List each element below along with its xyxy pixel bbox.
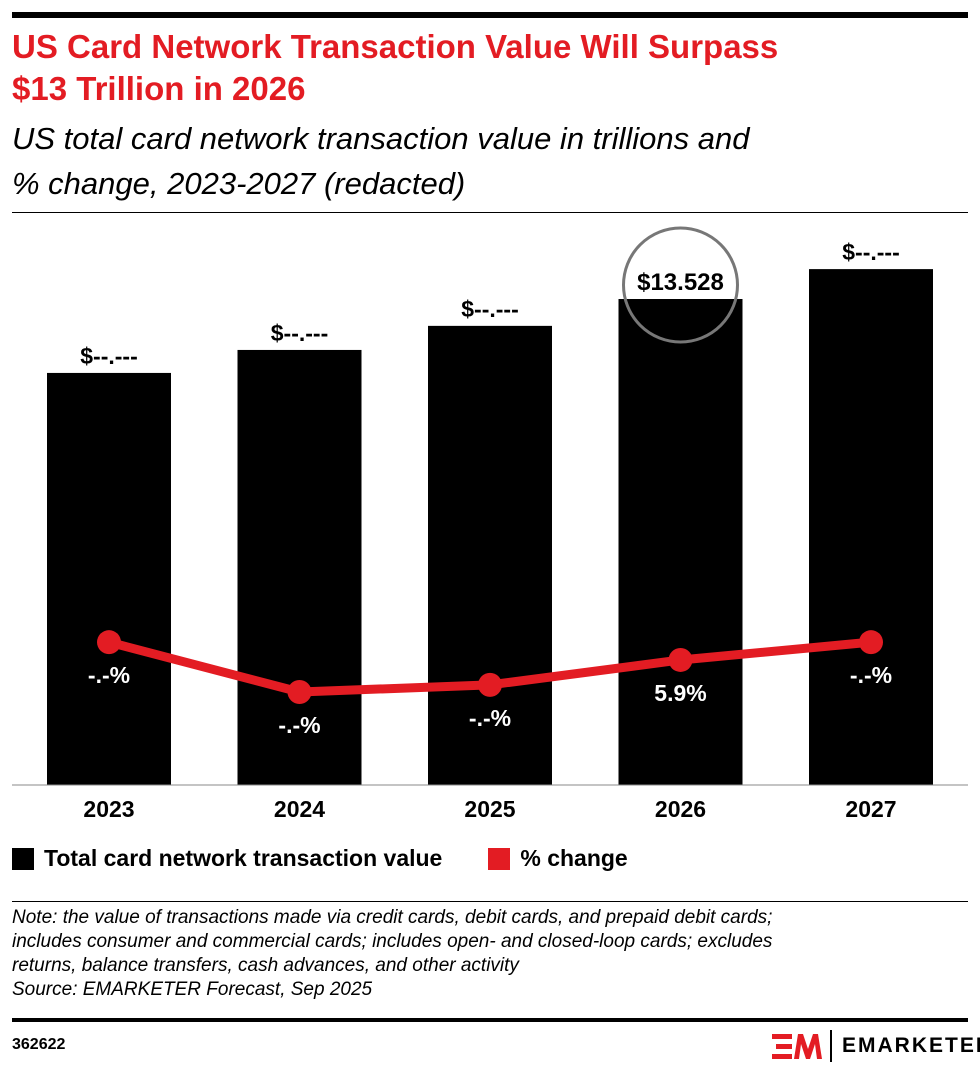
bar-value-label: $--.--- <box>842 239 899 265</box>
chart-id: 362622 <box>12 1036 66 1053</box>
bar-2023 <box>47 372 171 785</box>
note-line: includes consumer and commercial cards; … <box>12 931 773 952</box>
legend-label-line: % change <box>520 845 628 871</box>
x-tick-label: 2026 <box>655 796 706 822</box>
note-line: Note: the value of transactions made via… <box>12 907 773 928</box>
logo-separator <box>830 1030 832 1062</box>
legend-swatch-line <box>488 847 511 870</box>
top-rule <box>12 12 968 18</box>
subtitle-line-1: US total card network transaction value … <box>12 121 750 156</box>
line-point-2026 <box>668 647 693 672</box>
subtitle-line-2: % change, 2023-2027 (redacted) <box>12 166 466 201</box>
line-value-label: -.-% <box>88 662 130 688</box>
x-tick-label: 2023 <box>83 796 134 822</box>
line-point-2023 <box>97 630 121 655</box>
x-tick-label: 2027 <box>845 796 896 822</box>
bar-2024 <box>237 349 362 785</box>
em-logo-icon <box>772 1034 822 1059</box>
emarketer-logo: EMARKETER <box>772 1030 980 1062</box>
line-point-2025 <box>478 672 502 697</box>
note-line: returns, balance transfers, cash advance… <box>12 955 519 976</box>
line-point-2027 <box>859 630 883 655</box>
chart-note: Note: the value of transactions made via… <box>12 906 968 1002</box>
line-point-2024 <box>287 680 312 704</box>
footer-divider <box>12 901 968 902</box>
bar-2025 <box>428 325 552 785</box>
title-line-2: $13 Trillion in 2026 <box>12 70 306 107</box>
bar-2027 <box>809 269 933 785</box>
brand-name: EMARKETER <box>842 1034 980 1057</box>
chart-plot: $--.--- 2023 $--.--- 2024 $--.--- 2025 $13.528… <box>12 226 968 822</box>
line-value-label: 5.9% <box>654 680 706 706</box>
line-value-label: -.-% <box>469 705 511 731</box>
bar-value-label: $--.--- <box>461 296 518 322</box>
legend-label-bar: Total card network transaction value <box>44 845 443 871</box>
bar-value-label: $--.--- <box>271 320 328 346</box>
chart-subtitle: US total card network transaction value … <box>12 116 968 206</box>
chart-title: US Card Network Transaction Value Will S… <box>12 26 962 110</box>
highlight-circle <box>622 226 739 344</box>
bar-value-label: $--.--- <box>80 343 137 369</box>
x-tick-label: 2025 <box>464 796 515 822</box>
line-value-label: -.-% <box>850 662 892 688</box>
bar-2026 <box>618 299 743 785</box>
x-tick-label: 2024 <box>274 796 325 822</box>
title-line-1: US Card Network Transaction Value Will S… <box>12 28 779 65</box>
legend-swatch-bar <box>12 847 34 870</box>
header-divider <box>12 212 968 213</box>
line-value-label: -.-% <box>278 712 320 738</box>
bottom-rule <box>12 1018 968 1022</box>
source-line: Source: EMARKETER Forecast, Sep 2025 <box>12 979 373 1000</box>
bar-value-label: $13.528 <box>637 269 724 296</box>
legend: Total card network transaction value % c… <box>12 845 628 872</box>
